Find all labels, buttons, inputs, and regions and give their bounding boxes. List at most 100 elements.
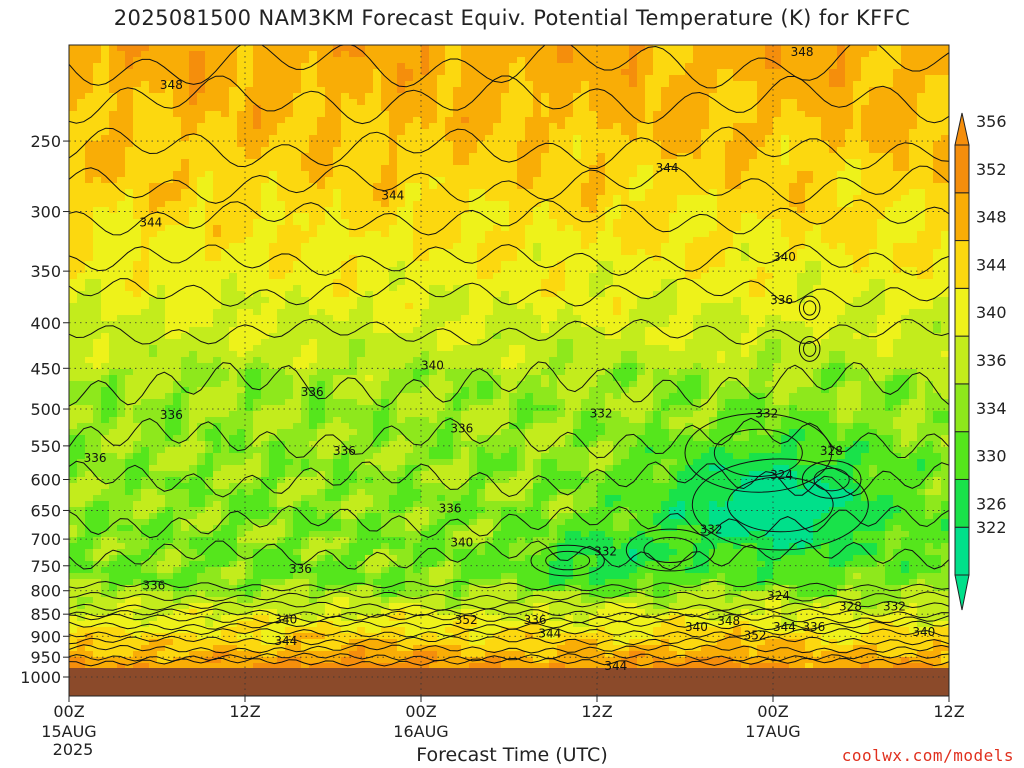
- contour-label: 336: [142, 578, 165, 592]
- contour-line: [691, 458, 869, 551]
- contour-label: 332: [590, 407, 613, 421]
- y-tick-label: 400: [30, 314, 61, 333]
- contour-label: 348: [717, 614, 740, 628]
- contour-label-text: 336: [142, 578, 165, 592]
- contour-line: [803, 340, 817, 357]
- x-tick-date: 15AUG: [41, 722, 96, 741]
- contour-label-text: 336: [439, 502, 462, 516]
- contour-label: 336: [301, 385, 324, 399]
- contour-label: 344: [773, 620, 796, 634]
- y-tick-label: 300: [30, 203, 61, 222]
- y-tick-label: 750: [30, 557, 61, 576]
- y-tick-label: 500: [30, 400, 61, 419]
- contour-line: [69, 591, 949, 602]
- x-tick-date: 17AUG: [745, 722, 800, 741]
- contour-label: 328: [820, 444, 843, 458]
- contour-label-text: 340: [685, 620, 708, 634]
- contour-label-text: 336: [524, 613, 547, 627]
- contour-line: [727, 476, 834, 533]
- contour-label: 352: [455, 613, 478, 627]
- contour-label: 340: [274, 612, 297, 626]
- contour-label-text: 340: [773, 250, 796, 264]
- contour-label-text: 348: [717, 614, 740, 628]
- contour-label: 348: [160, 78, 183, 92]
- contour-label: 324: [770, 468, 793, 482]
- x-tick-label: 00Z: [53, 702, 84, 721]
- contour-label: 340: [912, 625, 935, 639]
- colorbar-swatch: [954, 192, 970, 242]
- contour-line: [69, 613, 949, 624]
- contour-label: 336: [333, 444, 356, 458]
- x-tick-label: 12Z: [581, 702, 612, 721]
- contour-line: [69, 460, 949, 498]
- contour-label: 340: [421, 358, 444, 372]
- contour-line: [798, 295, 821, 321]
- contour-label: 344: [139, 215, 162, 229]
- colorbar-swatch: [954, 287, 970, 337]
- contour-label-text: 336: [802, 620, 825, 634]
- contour-label: 328: [839, 600, 862, 614]
- y-tick-label: 1000: [20, 668, 61, 687]
- contour-label-text: 352: [455, 613, 478, 627]
- contour-line: [69, 600, 949, 611]
- colorbar-label: 340: [976, 303, 1007, 322]
- x-tick-label: 12Z: [229, 702, 260, 721]
- x-tick-label: 00Z: [405, 702, 436, 721]
- contour-label-text: 344: [773, 620, 796, 634]
- contour-label-text: 332: [594, 544, 617, 558]
- contour-line: [69, 164, 949, 205]
- contour-line: [643, 536, 698, 564]
- colorbar-label: 348: [976, 208, 1007, 227]
- contour-label: 336: [289, 562, 312, 576]
- contour-label: 324: [767, 589, 790, 603]
- colorbar-swatch: [954, 431, 970, 480]
- contour-line: [69, 657, 949, 667]
- contour-label: 332: [883, 600, 906, 614]
- chart-title: 2025081500 NAM3KM Forecast Equiv. Potent…: [113, 6, 911, 30]
- contour-label: 336: [802, 620, 825, 634]
- colorbar-label: 352: [976, 160, 1007, 179]
- contour-label: 336: [524, 613, 547, 627]
- colorbar-swatch: [954, 383, 970, 433]
- colorbar-extend-top: [954, 112, 970, 146]
- contour-line: [69, 644, 949, 654]
- x-tick-year: 2025: [53, 740, 94, 759]
- contour-line: [684, 412, 833, 493]
- y-tick-label: 900: [30, 627, 61, 646]
- contour-label: 336: [84, 451, 107, 465]
- y-tick-label: 650: [30, 501, 61, 520]
- colorbar-extend-bottom: [954, 574, 970, 611]
- credit-text[interactable]: coolwx.com/models: [841, 746, 1014, 765]
- contour-label: 344: [656, 161, 679, 175]
- plot-frame: [68, 44, 950, 697]
- contour-label-text: 348: [791, 45, 814, 59]
- contour-label: 336: [450, 422, 473, 436]
- y-tick-label: 250: [30, 132, 61, 151]
- contour-label-text: 328: [820, 444, 843, 458]
- colorbar: 322 326 330 334 336 340 344 348 352 356: [954, 112, 1007, 611]
- contour-label-text: 340: [912, 625, 935, 639]
- contour-label-text: 344: [381, 188, 404, 202]
- contour-line: [69, 417, 949, 459]
- contour-label: 332: [700, 522, 723, 536]
- contour-label-text: 344: [274, 634, 297, 648]
- contour-line: [625, 528, 715, 572]
- contour-label-text: 340: [450, 536, 473, 550]
- x-tick-label: 00Z: [757, 702, 788, 721]
- contour-label: 336: [439, 502, 462, 516]
- y-tick-label: 600: [30, 471, 61, 490]
- contour-label: 332: [594, 544, 617, 558]
- contour-label-text: 344: [538, 626, 561, 640]
- x-tick-date: 16AUG: [393, 722, 448, 741]
- contour-label: 336: [160, 408, 183, 422]
- contour-label-text: 340: [274, 612, 297, 626]
- colorbar-label: 336: [976, 351, 1007, 370]
- contour-label-text: 340: [421, 358, 444, 372]
- contour-line: [69, 635, 949, 646]
- contour-label: 340: [450, 536, 473, 550]
- contour-label-text: 328: [839, 600, 862, 614]
- contour-label-text: 336: [84, 451, 107, 465]
- y-tick-label: 800: [30, 582, 61, 601]
- contour-line: [69, 505, 949, 539]
- contour-label: 344: [538, 626, 561, 640]
